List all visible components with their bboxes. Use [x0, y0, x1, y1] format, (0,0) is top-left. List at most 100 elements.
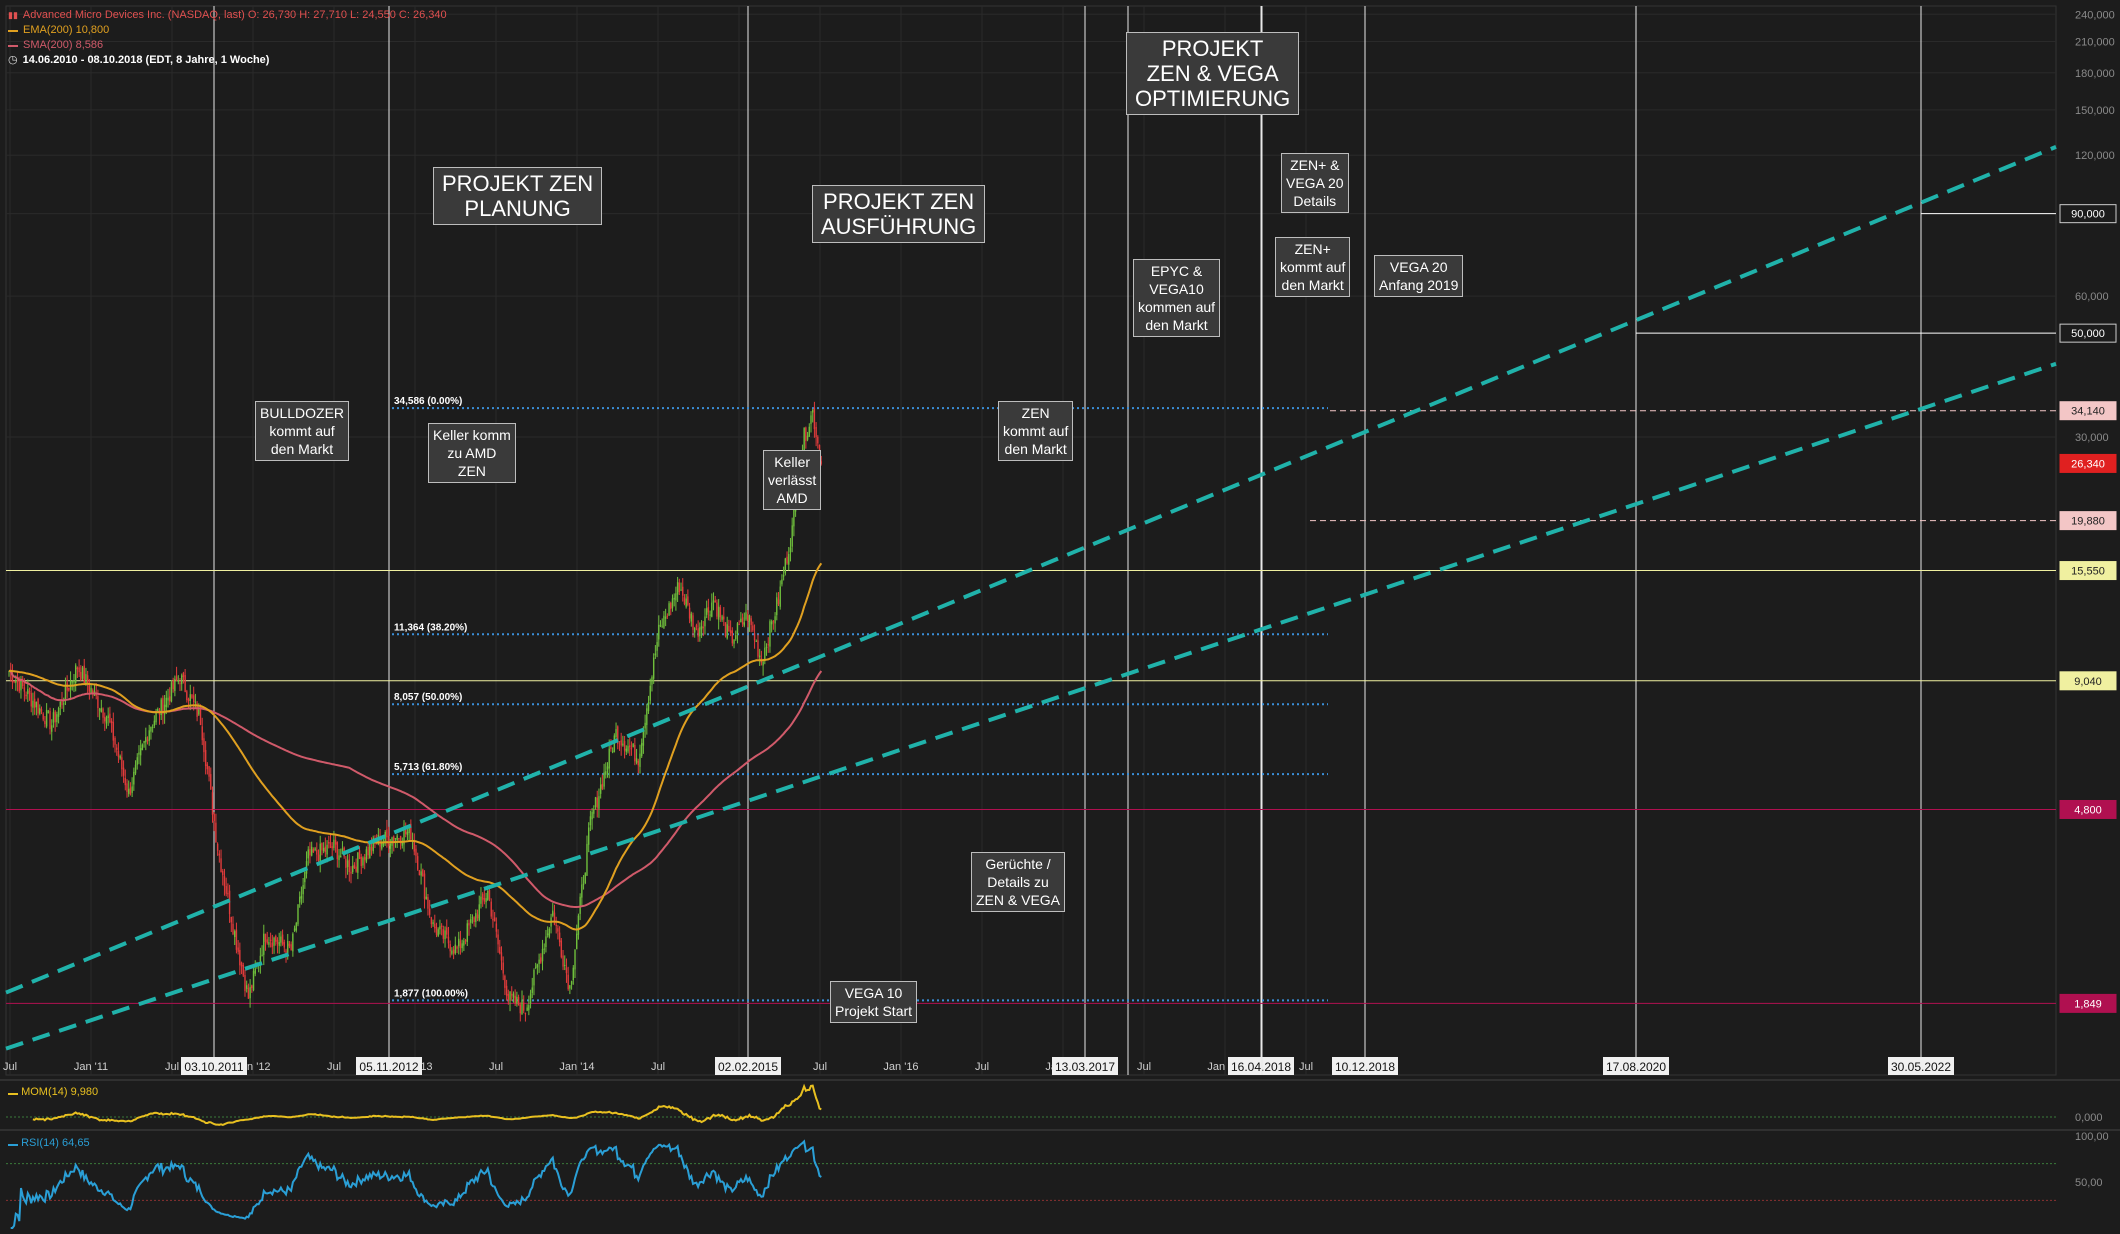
candle-body	[593, 809, 595, 814]
candle-body	[719, 607, 722, 618]
candle-body	[317, 854, 320, 861]
candle-body	[304, 871, 306, 883]
candle-body	[543, 948, 545, 950]
candle-body	[591, 812, 593, 820]
event-marker-box	[181, 1057, 247, 1075]
candle-body	[415, 848, 417, 856]
candle-body	[33, 698, 36, 708]
candle-body	[618, 741, 621, 743]
candle-body	[546, 933, 549, 935]
candle-body	[493, 917, 496, 922]
candle-body	[155, 712, 157, 723]
candle-body	[712, 600, 715, 603]
candle-body	[273, 937, 275, 946]
candle-body	[192, 695, 195, 703]
candle-body	[623, 741, 626, 751]
candle-body	[124, 777, 126, 786]
candle-body	[673, 597, 675, 600]
candle-body	[331, 846, 333, 849]
candle-body	[21, 679, 24, 687]
candle-body	[80, 671, 82, 681]
candle-body	[663, 615, 665, 628]
annotation-bulldozer: BULLDOZER kommt auf den Markt	[255, 401, 350, 461]
candle-body	[119, 756, 121, 759]
candle-body	[776, 597, 778, 616]
candle-body	[340, 855, 342, 858]
candle-body	[598, 796, 600, 809]
candle-body	[483, 897, 486, 902]
candle-body	[141, 744, 144, 751]
candle-body	[184, 675, 186, 692]
candle-body	[78, 667, 80, 673]
candle-body	[752, 625, 754, 631]
rsi-line	[10, 1139, 822, 1229]
annotation-vega20-anfang: VEGA 20 Anfang 2019	[1374, 255, 1464, 297]
candle-body	[555, 924, 557, 926]
y-tick-label: 180,000	[2075, 68, 2115, 80]
candle-body	[481, 893, 484, 900]
candle-body	[218, 853, 221, 856]
candle-body	[401, 842, 403, 846]
candle-body	[646, 708, 648, 725]
candle-body	[187, 698, 190, 701]
candle-body	[808, 426, 810, 437]
candle-body	[42, 713, 44, 720]
candle-body	[134, 764, 137, 774]
candle-body	[179, 682, 181, 685]
candle-body	[104, 716, 106, 722]
candle-body	[348, 859, 350, 872]
candle-body	[345, 858, 347, 868]
price-label: 26,340	[2071, 458, 2105, 470]
candle-body	[480, 896, 482, 904]
candle-body	[758, 655, 761, 658]
candle-body	[757, 640, 759, 657]
candle-body	[671, 598, 674, 609]
candle-body	[716, 602, 718, 617]
event-marker-box	[356, 1057, 422, 1075]
candle-body	[131, 786, 133, 793]
candle-body	[295, 923, 297, 931]
candle-body	[803, 428, 805, 454]
candle-body	[129, 787, 132, 795]
candle-body	[372, 837, 374, 852]
candle-body	[806, 435, 809, 440]
candle-body	[519, 1004, 521, 1014]
candle-body	[227, 893, 229, 895]
candle-body	[524, 1013, 527, 1015]
candle-body	[567, 974, 569, 990]
price-label-box	[2059, 204, 2117, 224]
candle-body	[507, 993, 510, 1001]
candle-body	[172, 680, 174, 690]
candle-body	[770, 621, 773, 625]
candle-body	[90, 687, 92, 693]
candle-body	[191, 694, 193, 698]
candle-body	[293, 928, 296, 931]
candle-body	[454, 944, 457, 954]
candle-body	[538, 959, 540, 964]
candle-body	[461, 943, 463, 949]
candle-body	[753, 633, 756, 641]
candle-body	[299, 896, 301, 903]
candle-body	[490, 901, 492, 917]
candle-body	[37, 698, 39, 714]
candle-body	[423, 873, 426, 899]
candle-body	[128, 788, 130, 794]
candle-body	[363, 857, 366, 860]
candle-body	[459, 940, 462, 949]
chart-type-icon: ▮▮	[8, 10, 18, 20]
price-label-box	[2059, 671, 2117, 691]
candle-body	[586, 843, 588, 876]
candle-body	[611, 751, 614, 753]
candle-body	[394, 837, 397, 840]
candle-body	[413, 840, 415, 852]
candle-body	[439, 926, 441, 930]
candle-body	[352, 865, 354, 873]
candle-body	[328, 841, 330, 844]
price-label-box	[2059, 561, 2117, 581]
candle-body	[268, 942, 270, 945]
mom-line	[32, 1083, 822, 1126]
candle-body	[110, 720, 113, 724]
candle-body	[659, 624, 662, 627]
candle-body	[358, 850, 361, 859]
